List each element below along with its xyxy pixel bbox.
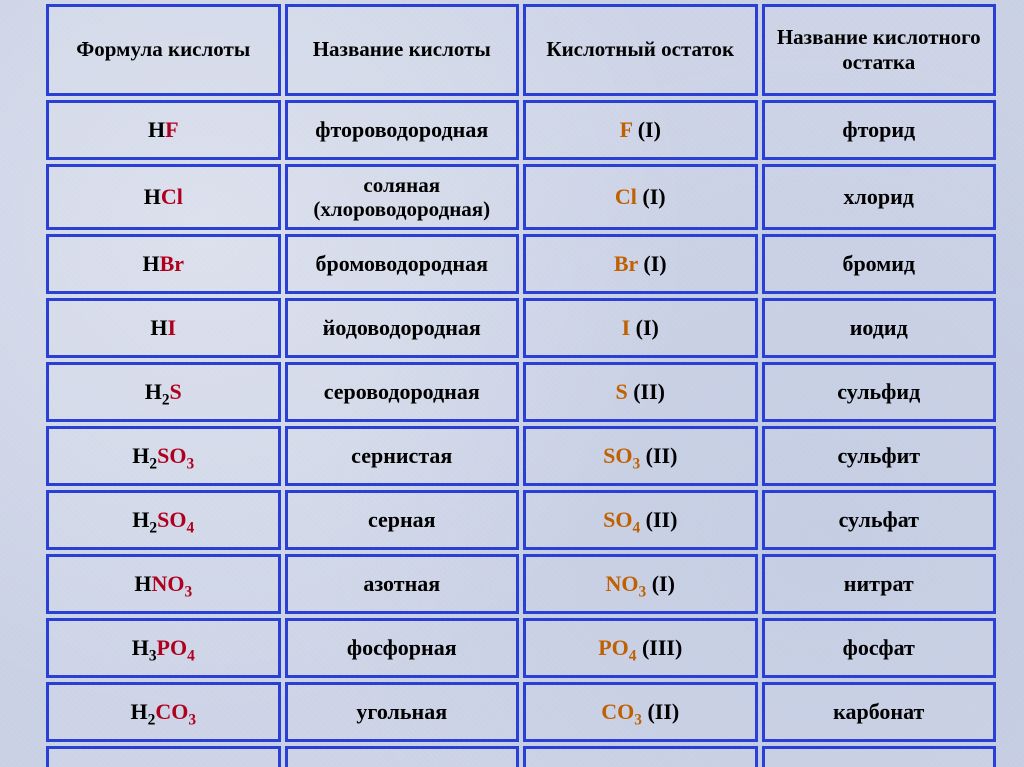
cell-formula: HI: [46, 298, 281, 358]
cell-residue-name: сульфат: [762, 490, 997, 550]
cell-residue: I (I): [523, 298, 758, 358]
cell-residue-name: фторид: [762, 100, 997, 160]
cell-name: соляная(хлороводородная): [285, 164, 520, 230]
cell-name: йодоводородная: [285, 298, 520, 358]
cell-formula: H2CO3: [46, 682, 281, 742]
table-head: Формула кислоты Название кислоты Кислотн…: [46, 4, 996, 96]
cell-name: фосфорная: [285, 618, 520, 678]
cell-residue-name: силикат: [762, 746, 997, 767]
table-row: H2SiO3кремниеваяSiO3 (II)силикат: [46, 746, 996, 767]
cell-residue: Cl (I): [523, 164, 758, 230]
table-row: HBrбромоводороднаяBr (I)бромид: [46, 234, 996, 294]
cell-residue: CO3 (II): [523, 682, 758, 742]
cell-formula: HBr: [46, 234, 281, 294]
cell-formula: HF: [46, 100, 281, 160]
cell-formula: H2SO4: [46, 490, 281, 550]
cell-residue-name: бромид: [762, 234, 997, 294]
table-row: HIйодоводороднаяI (I)иодид: [46, 298, 996, 358]
col-residue: Кислотный остаток: [523, 4, 758, 96]
cell-residue: SO3 (II): [523, 426, 758, 486]
cell-name: угольная: [285, 682, 520, 742]
cell-residue: S (II): [523, 362, 758, 422]
cell-residue-name: фосфат: [762, 618, 997, 678]
cell-residue: SiO3 (II): [523, 746, 758, 767]
cell-residue: NO3 (I): [523, 554, 758, 614]
col-name: Название кислоты: [285, 4, 520, 96]
cell-formula: HNO3: [46, 554, 281, 614]
cell-residue-name: карбонат: [762, 682, 997, 742]
table-row: HFфтороводороднаяF (I)фторид: [46, 100, 996, 160]
cell-name: кремниевая: [285, 746, 520, 767]
table-row: H2SсероводороднаяS (II)сульфид: [46, 362, 996, 422]
header-row: Формула кислоты Название кислоты Кислотн…: [46, 4, 996, 96]
cell-formula: H2SiO3: [46, 746, 281, 767]
cell-residue-name: сульфит: [762, 426, 997, 486]
acids-table: Формула кислоты Название кислоты Кислотн…: [42, 0, 1000, 767]
table-body: HFфтороводороднаяF (I)фторидHClсоляная(х…: [46, 100, 996, 767]
cell-name: серная: [285, 490, 520, 550]
cell-name: фтороводородная: [285, 100, 520, 160]
table-row: H2CO3угольнаяCO3 (II)карбонат: [46, 682, 996, 742]
cell-formula: HCl: [46, 164, 281, 230]
cell-name: бромоводородная: [285, 234, 520, 294]
cell-formula: H3PO4: [46, 618, 281, 678]
cell-name: сероводородная: [285, 362, 520, 422]
cell-residue-name: иодид: [762, 298, 997, 358]
cell-residue-name: нитрат: [762, 554, 997, 614]
cell-formula: H2SO3: [46, 426, 281, 486]
cell-name: сернистая: [285, 426, 520, 486]
cell-residue: SO4 (II): [523, 490, 758, 550]
table-row: HNO3азотнаяNO3 (I)нитрат: [46, 554, 996, 614]
cell-residue: F (I): [523, 100, 758, 160]
col-formula: Формула кислоты: [46, 4, 281, 96]
cell-residue-name: сульфид: [762, 362, 997, 422]
col-residue-name: Название кислотного остатка: [762, 4, 997, 96]
cell-residue: Br (I): [523, 234, 758, 294]
table-row: H2SO3сернистаяSO3 (II)сульфит: [46, 426, 996, 486]
cell-name: азотная: [285, 554, 520, 614]
cell-residue-name: хлорид: [762, 164, 997, 230]
acids-table-wrapper: Формула кислоты Название кислоты Кислотн…: [0, 0, 1024, 767]
table-row: H3PO4фосфорнаяPO4 (III)фосфат: [46, 618, 996, 678]
cell-residue: PO4 (III): [523, 618, 758, 678]
table-row: H2SO4сернаяSO4 (II)сульфат: [46, 490, 996, 550]
cell-formula: H2S: [46, 362, 281, 422]
table-row: HClсоляная(хлороводородная)Cl (I)хлорид: [46, 164, 996, 230]
